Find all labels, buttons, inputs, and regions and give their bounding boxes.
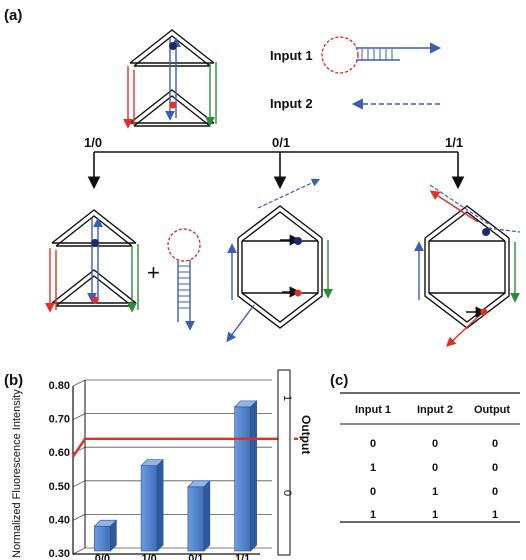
table-header-input2: Input 2 [417, 404, 453, 416]
gridline-perspective [72, 480, 86, 488]
y-tick-label: 0.60 [49, 447, 70, 459]
table-cell: 0 [432, 462, 438, 474]
input1-label: Input 1 [270, 48, 313, 63]
gridline-perspective [72, 413, 86, 420]
table-header-output: Output [474, 404, 510, 416]
y-tick-label: 0.80 [49, 380, 70, 392]
x-tick-label: 1/0 [141, 553, 156, 560]
panel-a-label: (a) [4, 7, 22, 24]
x-tick-label: 0/0 [95, 553, 110, 560]
bar [187, 486, 205, 552]
bar-side [110, 519, 117, 552]
branch-label-0-1: 0/1 [272, 135, 290, 150]
table-cell: 1 [492, 509, 498, 521]
table-cell: 0 [492, 486, 498, 498]
input2-label: Input 2 [270, 96, 313, 111]
panel-c-label: (c) [330, 372, 348, 389]
gridline-perspective [72, 547, 86, 555]
table-cell: 0 [370, 438, 376, 450]
bar-side [250, 400, 257, 552]
released-hairpin [167, 228, 201, 331]
prism-1-1 [414, 184, 521, 347]
gridline-perspective [72, 379, 86, 387]
input2-strand: Input 2 [270, 96, 440, 111]
output-tick-1: 1 [281, 395, 293, 401]
branch-label-1-1: 1/1 [445, 135, 463, 150]
y-tick-label: 0.30 [49, 548, 70, 560]
bar-chart: 0.30 0.40 0.50 0.60 0.70 0.80 0/0 1/0 0/1 1/1 [49, 379, 302, 560]
table-cell: 1 [370, 509, 376, 521]
table-cell: 0 [370, 486, 376, 498]
bar [94, 525, 111, 552]
prism-1-0 [45, 209, 139, 313]
gridline-perspective [72, 514, 86, 521]
bar [234, 406, 251, 552]
truth-table: Input 1 Input 2 Output 0 0 0 1 0 0 0 1 0… [340, 392, 520, 523]
prism-0-1 [226, 178, 333, 343]
table-cell: 0 [432, 438, 438, 450]
y-tick-label: 0.40 [49, 514, 70, 526]
table-cell: 1 [432, 486, 438, 498]
x-tick-label: 1/1 [235, 553, 250, 560]
y-tick-label: 0.70 [49, 414, 70, 426]
panel-b-label: (b) [4, 372, 23, 389]
output-axis-label: Output [299, 415, 313, 454]
table-cell: 0 [492, 438, 498, 450]
output-axis-box: 1 0 Output [277, 369, 313, 556]
axis-frame [72, 386, 260, 555]
bar [140, 465, 158, 552]
table-cell: 1 [370, 462, 376, 474]
table-header-input1: Input 1 [355, 404, 391, 416]
bar-side [156, 458, 164, 552]
table-cell: 0 [492, 462, 498, 474]
x-tick-label: 0/1 [188, 553, 203, 560]
branch-label-1-0: 1/0 [84, 135, 102, 150]
output-tick-0: 0 [281, 490, 293, 496]
input1-hairpin: Input 1 [270, 36, 442, 74]
table-cell: 1 [432, 509, 438, 521]
y-tick-label: 0.50 [49, 481, 70, 493]
bar-side [203, 480, 211, 552]
prism-closed-top [123, 29, 217, 129]
y-axis-label: Normalized Fluorescence Intensity [11, 389, 23, 558]
threshold-line [72, 437, 290, 458]
branch-tree [87, 151, 465, 190]
plus-sign: + [147, 260, 160, 285]
